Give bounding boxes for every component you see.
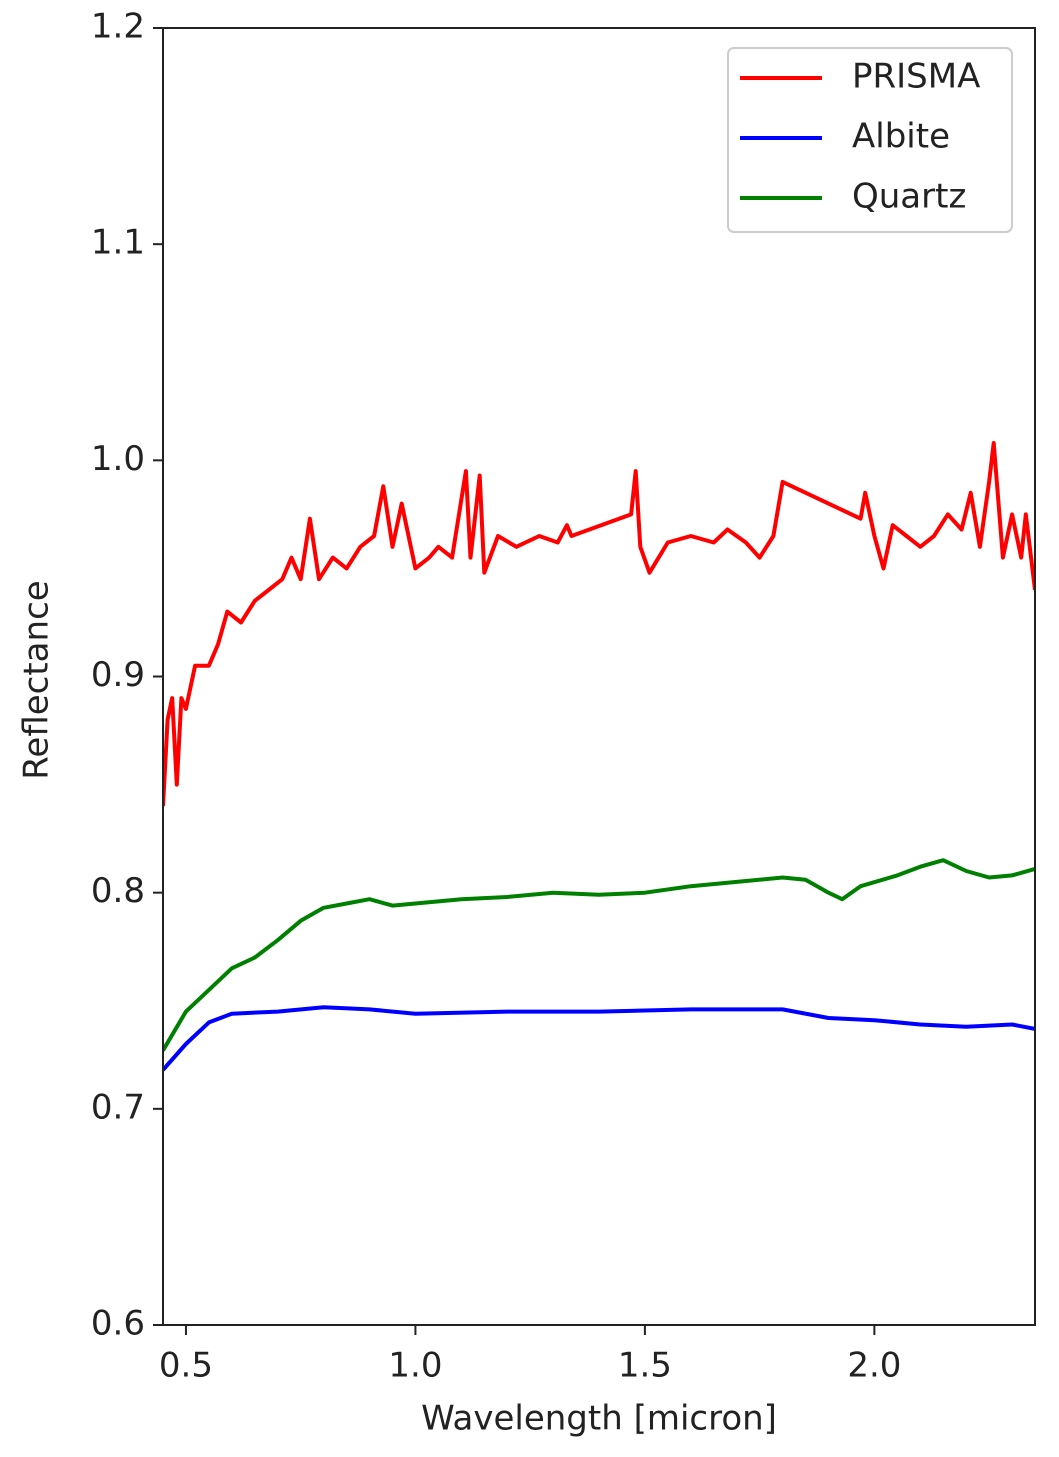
- legend-box: [727, 47, 1013, 233]
- x-tick-label: 0.5: [159, 1346, 213, 1386]
- legend-label: PRISMA: [852, 57, 980, 97]
- y-tick-label: 1.0: [91, 439, 145, 479]
- x-axis-label: Wavelength [micron]: [421, 1399, 777, 1439]
- y-tick-label: 0.8: [91, 871, 145, 911]
- x-tick-label: 2.0: [847, 1346, 901, 1386]
- legend-label: Quartz: [852, 177, 966, 217]
- x-tick-label: 1.0: [388, 1346, 442, 1386]
- plot-frame: [162, 27, 1036, 1326]
- y-tick-label: 1.2: [91, 7, 145, 47]
- y-tick-label: 0.6: [91, 1304, 145, 1344]
- y-tick-label: 0.7: [91, 1087, 145, 1127]
- legend-label: Albite: [852, 117, 950, 157]
- series-line: [163, 1005, 1035, 1072]
- y-tick-label: 1.1: [91, 223, 145, 263]
- y-axis-label: Reflectance: [17, 580, 57, 779]
- series-line: [163, 858, 1035, 1052]
- x-tick-label: 1.5: [618, 1346, 672, 1386]
- series-line: [163, 441, 1035, 807]
- y-tick-label: 0.9: [91, 655, 145, 695]
